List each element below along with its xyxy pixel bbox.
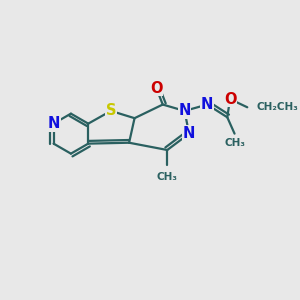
Text: O: O bbox=[224, 92, 236, 106]
Text: CH₃: CH₃ bbox=[224, 138, 245, 148]
Text: CH₃: CH₃ bbox=[157, 172, 178, 182]
Text: N: N bbox=[201, 97, 214, 112]
Text: N: N bbox=[183, 126, 195, 141]
Text: N: N bbox=[178, 103, 191, 118]
Text: S: S bbox=[106, 103, 116, 118]
Text: O: O bbox=[150, 81, 163, 96]
Text: N: N bbox=[47, 116, 60, 131]
Text: CH₂CH₃: CH₂CH₃ bbox=[256, 102, 298, 112]
